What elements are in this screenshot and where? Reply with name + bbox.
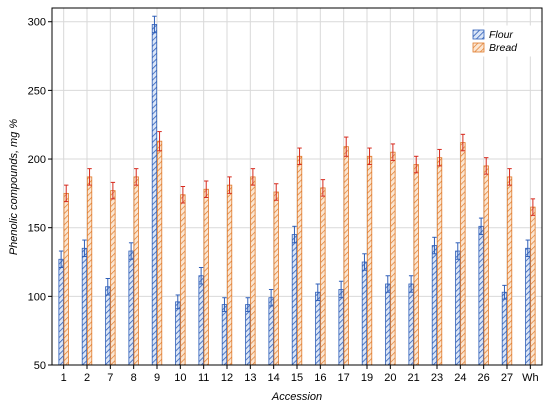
bar-bread [530, 206, 536, 366]
x-tick-label: 14 [268, 372, 280, 384]
x-axis: 1 2 7 8 9 10 11 12 13 14 15 16 17 19 20 21 23 24 26 27 Wh [61, 365, 539, 384]
legend-swatch-flour [472, 29, 485, 40]
y-axis: 50 100 150 200 250 300 [28, 17, 52, 372]
x-tick-label: 23 [431, 372, 443, 384]
bar-flour [198, 275, 204, 366]
x-tick-label: 2 [84, 372, 90, 384]
bar-flour [385, 283, 391, 366]
bar-bread [250, 176, 256, 366]
bar-bread [180, 194, 186, 366]
bar-bread [86, 176, 93, 366]
x-axis-title: Accession [271, 391, 322, 403]
x-tick-label: 15 [291, 372, 303, 384]
legend: Flour Bread [467, 25, 535, 57]
x-tick-label: 16 [314, 372, 326, 384]
bar-bread [296, 155, 303, 366]
x-tick-label: Wh [522, 372, 539, 384]
bar-flour [315, 291, 321, 366]
bar-bread [133, 176, 139, 366]
x-tick-label: 17 [338, 372, 350, 384]
x-tick-label: 13 [244, 372, 256, 384]
x-tick-label: 8 [131, 372, 137, 384]
bar-bread [156, 140, 163, 366]
bar-flour [361, 261, 368, 366]
legend-label-bread: Bread [489, 42, 518, 54]
x-tick-label: 21 [408, 372, 420, 384]
bar-flour [175, 301, 181, 366]
bar-bread [273, 191, 279, 366]
y-tick-label: 200 [28, 154, 46, 166]
bar-bread [110, 190, 116, 366]
bar-flour [291, 234, 298, 366]
x-tick-label: 10 [174, 372, 186, 384]
y-tick-label: 300 [28, 17, 46, 29]
bar-flour [81, 247, 88, 366]
y-tick-label: 250 [28, 85, 46, 97]
error-bars [58, 15, 536, 312]
bar-flour [245, 304, 251, 366]
x-tick-label: 7 [107, 372, 113, 384]
bar-bread [390, 151, 396, 366]
bar-bread [320, 187, 326, 366]
x-tick-label: 9 [154, 372, 160, 384]
bar-bread [63, 192, 69, 366]
bar-flour [455, 250, 461, 366]
bar-flour [128, 250, 134, 366]
y-axis-title: Phenolic compounds, mg % [8, 119, 20, 256]
bar-bread [366, 155, 373, 366]
bar-flour [105, 286, 111, 366]
bar-bread [343, 146, 349, 366]
x-tick-label: 12 [221, 372, 233, 384]
bar-bread [413, 164, 419, 366]
bar-flour [268, 297, 274, 366]
bar-bread [226, 184, 233, 366]
x-tick-label: 1 [61, 372, 67, 384]
bar-flour [151, 24, 158, 366]
legend-swatch-bread [472, 42, 485, 53]
x-tick-label: 20 [384, 372, 396, 384]
bar-bread [436, 157, 443, 366]
x-tick-label: 24 [454, 372, 466, 384]
x-tick-label: 27 [501, 372, 513, 384]
bar-flour [431, 245, 438, 366]
x-tick-label: 26 [478, 372, 490, 384]
legend-label-flour: Flour [489, 29, 513, 41]
x-tick-label: 19 [361, 372, 373, 384]
bar-bread [203, 188, 209, 366]
bar-bread [506, 176, 513, 366]
bar-flour [221, 304, 228, 366]
bar-flour [501, 291, 508, 366]
bar-flour [408, 283, 414, 366]
y-tick-label: 50 [34, 360, 46, 372]
y-tick-label: 100 [28, 291, 46, 303]
bar-flour [525, 247, 531, 366]
bar-bread [460, 142, 466, 366]
y-tick-label: 150 [28, 223, 46, 235]
bar-flour [338, 289, 344, 366]
bar-flour [478, 225, 484, 366]
bar-flour [58, 258, 64, 366]
x-tick-label: 11 [198, 372, 209, 384]
bar-bread [483, 165, 489, 366]
